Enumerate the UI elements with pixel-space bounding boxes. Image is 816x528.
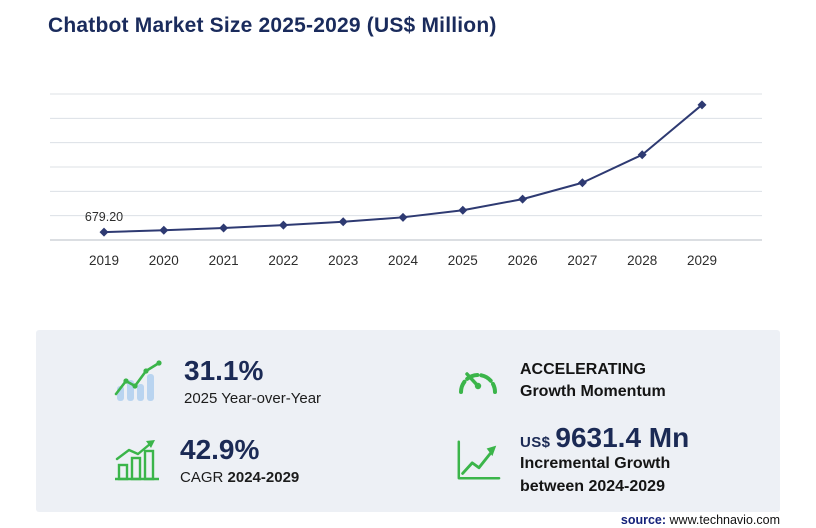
svg-text:2022: 2022 (268, 253, 298, 268)
stat-yoy-text: 31.1% 2025 Year-over-Year (184, 355, 321, 406)
svg-text:2028: 2028 (627, 253, 657, 268)
page-title: Chatbot Market Size 2025-2029 (US$ Milli… (48, 14, 497, 37)
incremental-line2: between 2024-2029 (520, 477, 665, 495)
cagr-label-range: 2024-2029 (227, 468, 300, 486)
source-url: www.technavio.com (669, 513, 780, 527)
stats-card: 31.1% 2025 Year-over-Year ACCELERATING G… (36, 330, 780, 512)
svg-text:2024: 2024 (388, 253, 419, 268)
stat-momentum: ACCELERATING Growth Momentum (454, 346, 764, 416)
svg-text:679.20: 679.20 (85, 210, 123, 224)
cagr-label-text: CAGR (180, 468, 224, 486)
market-size-line-chart: 2019 2020 2021 2022 2023 2024 2025 2026 2027 2028… (48, 84, 764, 276)
cagr-value: 42.9% (180, 434, 260, 466)
incremental-currency: US$ (520, 433, 551, 451)
line-chart-svg: 2019 2020 2021 2022 2023 2024 2025 2026 2027 2028… (50, 93, 762, 268)
stat-incremental: US$ 9631.4 Mn Incremental Growth between … (454, 422, 764, 498)
stat-yoy: 31.1% 2025 Year-over-Year (112, 346, 442, 416)
momentum-line2: Growth Momentum (520, 382, 666, 400)
svg-text:2023: 2023 (328, 253, 358, 268)
yoy-label: 2025 Year-over-Year (184, 389, 322, 407)
source-attribution: source: www.technavio.com (621, 513, 780, 527)
momentum-line1: ACCELERATING (520, 360, 646, 378)
stat-cagr-text: 42.9% CAGR 2024-2029 (180, 434, 299, 485)
speedometer-icon (459, 372, 497, 394)
outlined-bars-growth-icon (115, 439, 159, 481)
cagr-label: CAGR 2024-2029 (180, 469, 299, 486)
svg-text:2019: 2019 (89, 253, 119, 268)
svg-text:2027: 2027 (567, 253, 597, 268)
incremental-amount: 9631.4 Mn (555, 421, 690, 453)
yoy-value: 31.1% (184, 355, 264, 387)
svg-text:2021: 2021 (209, 253, 239, 268)
svg-text:2025: 2025 (448, 253, 478, 268)
source-label: source: (620, 513, 667, 527)
incremental-value: US$ 9631.4 Mn (520, 422, 689, 453)
svg-text:2029: 2029 (687, 253, 717, 268)
incremental-line1: Incremental Growth (520, 455, 671, 473)
svg-text:2020: 2020 (149, 253, 179, 268)
svg-text:2026: 2026 (508, 253, 538, 268)
stat-cagr: 42.9% CAGR 2024-2029 (112, 422, 442, 498)
stat-momentum-text: ACCELERATING Growth Momentum (520, 359, 666, 404)
axis-arrow-growth-icon (457, 440, 501, 480)
stat-incremental-text: US$ 9631.4 Mn Incremental Growth between … (520, 422, 689, 498)
bar-line-growth-icon (114, 360, 162, 401)
